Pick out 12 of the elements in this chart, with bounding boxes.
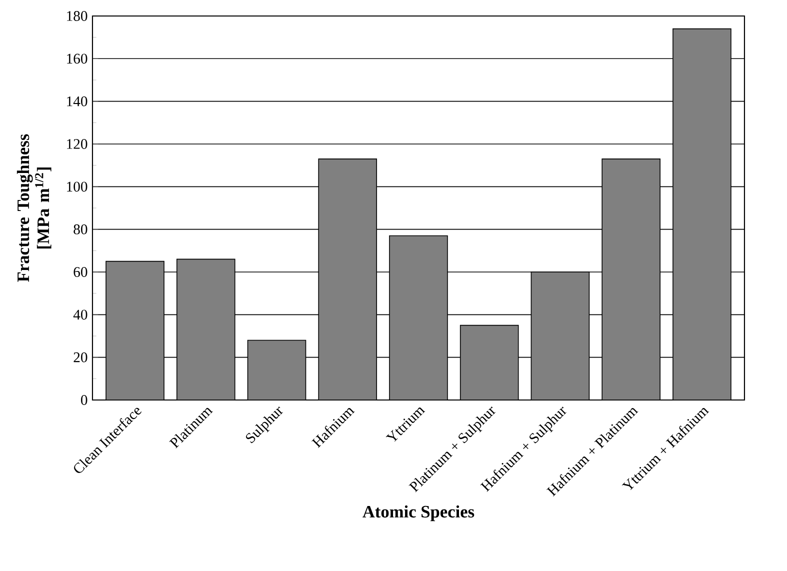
y-tick-label: 60 [74,267,88,277]
y-tick-label: 20 [74,352,88,362]
y-tick-label: 40 [73,310,88,320]
y-tick-label: 180 [67,11,88,21]
y-tick-label: 100 [67,182,88,192]
y-tick-label: 120 [67,139,88,149]
y-axis-title: Fracture Toughness [MPa m$^{1/2}$] [16,134,52,282]
y-tick-label: 80 [74,224,88,234]
x-axis-title: Atomic Species [362,505,474,522]
y-tick-label: 140 [67,96,88,106]
y-tick-label: 160 [67,54,88,64]
y-tick-label: 0 [81,395,88,405]
